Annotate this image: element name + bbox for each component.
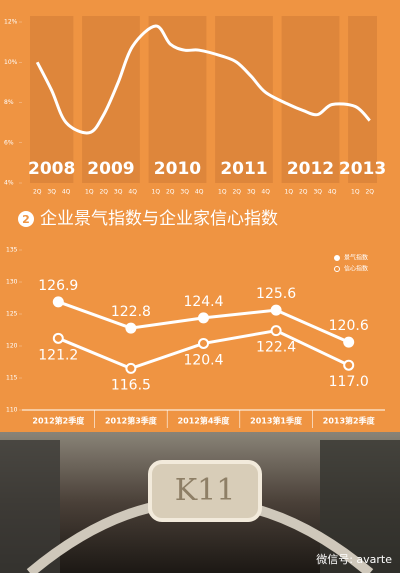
year-label: 2011 xyxy=(220,159,267,179)
year-label: 2012 xyxy=(287,159,334,179)
x-tick-label: 2Q xyxy=(299,189,308,196)
year-label: 2009 xyxy=(87,159,134,179)
year-label: 2010 xyxy=(154,159,201,179)
watermark: 微信号: avarte xyxy=(316,552,392,566)
y-tick-label: 135 xyxy=(6,247,18,254)
point xyxy=(198,312,209,324)
x-tick-label: 3Q xyxy=(247,189,256,196)
legend-marker xyxy=(334,266,340,272)
line xyxy=(35,24,371,135)
title-badge-number: 2 xyxy=(22,213,30,226)
data-label: 125.6 xyxy=(256,286,296,302)
point xyxy=(125,362,137,374)
data-label: 120.6 xyxy=(329,318,369,334)
x-tick-label: 2012第2季度 xyxy=(32,416,85,426)
y-tick-label: 8% xyxy=(4,99,14,106)
point xyxy=(343,359,355,371)
year-band xyxy=(348,16,377,183)
point xyxy=(125,322,137,334)
x-tick-label: 3Q xyxy=(47,189,56,196)
y-tick-label: 125 xyxy=(6,311,18,318)
photo: K11 微信号: avarte xyxy=(0,432,400,573)
x-tick-label: 1Q xyxy=(285,189,294,196)
year-label: 2013 xyxy=(339,159,386,179)
point xyxy=(270,304,282,316)
y-tick-label: 115 xyxy=(6,375,18,382)
year-bands xyxy=(30,16,377,183)
x-tick-label: 3Q xyxy=(313,189,322,196)
data-label: 116.5 xyxy=(111,377,151,393)
x-tick-label: 2013第1季度 xyxy=(250,416,303,426)
data-label: 120.4 xyxy=(183,352,223,368)
point xyxy=(52,296,64,308)
x-tick-label: 4Q xyxy=(62,189,71,196)
data-label: 121.2 xyxy=(38,347,78,363)
x-tick-label: 1Q xyxy=(218,189,227,196)
legend-marker xyxy=(334,255,340,261)
sign xyxy=(148,460,262,522)
x-tick-label: 2Q xyxy=(232,189,241,196)
legend-label: 信心指数 xyxy=(344,265,368,273)
x-tick-label: 4Q xyxy=(128,189,137,196)
year-band xyxy=(215,16,273,183)
point xyxy=(343,336,355,348)
y-tick-label: 110 xyxy=(6,407,18,414)
data-label: 117.0 xyxy=(329,374,369,390)
year-band xyxy=(30,16,74,183)
x-tick-label: 2Q xyxy=(33,189,42,196)
x-tick-label: 2013第2季度 xyxy=(323,416,376,426)
x-tick-label: 3Q xyxy=(114,189,123,196)
x-tick-label: 2Q xyxy=(99,189,108,196)
data-label: 124.4 xyxy=(183,294,223,310)
title-badge xyxy=(18,211,34,227)
building-left xyxy=(0,440,60,573)
x-tick-label: 4Q xyxy=(328,189,337,196)
x-tick-label: 2012第4季度 xyxy=(178,416,231,426)
y-tick-label: 130 xyxy=(6,279,18,286)
x-tick-label: 3Q xyxy=(180,189,189,196)
chart-title: 企业景气指数与企业家信心指数 xyxy=(40,209,278,229)
point xyxy=(198,337,209,349)
year-band xyxy=(281,16,340,183)
y-tick-label: 12% xyxy=(4,19,18,26)
point xyxy=(270,325,282,337)
legend-label: 景气指数 xyxy=(344,254,368,262)
x-tick-label: 4Q xyxy=(195,189,204,196)
x-tick-label: 2Q xyxy=(365,189,374,196)
y-tick-label: 4% xyxy=(4,180,14,187)
data-label: 122.8 xyxy=(111,304,151,320)
sign-logo: K11 xyxy=(175,473,236,508)
x-tick-label: 2Q xyxy=(166,189,175,196)
x-tick-label: 1Q xyxy=(351,189,360,196)
x-tick-label: 1Q xyxy=(85,189,94,196)
y-tick-label: 120 xyxy=(6,343,18,350)
background xyxy=(0,0,400,432)
y-tick-label: 10% xyxy=(4,59,18,66)
point xyxy=(52,332,64,344)
x-tick-label: 4Q xyxy=(261,189,270,196)
data-label: 122.4 xyxy=(256,340,296,356)
x-tick-label: 2012第3季度 xyxy=(105,416,158,426)
year-label: 2008 xyxy=(28,159,75,179)
y-tick-label: 6% xyxy=(4,139,14,146)
data-label: 126.9 xyxy=(38,278,78,294)
x-tick-label: 1Q xyxy=(152,189,161,196)
year-band xyxy=(148,16,207,183)
